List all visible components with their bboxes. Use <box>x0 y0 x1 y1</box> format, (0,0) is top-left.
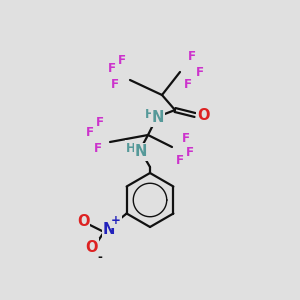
Text: N: N <box>152 110 164 125</box>
Text: +: + <box>111 214 121 226</box>
Text: H: H <box>145 107 155 121</box>
Text: F: F <box>86 125 94 139</box>
Text: F: F <box>118 53 126 67</box>
Text: O: O <box>77 214 89 229</box>
Text: F: F <box>186 146 194 158</box>
Text: H: H <box>126 142 136 154</box>
Text: -: - <box>98 250 102 263</box>
Text: F: F <box>184 79 192 92</box>
Text: F: F <box>196 65 204 79</box>
Text: N: N <box>135 145 147 160</box>
Text: F: F <box>188 50 196 64</box>
Text: F: F <box>108 61 116 74</box>
Text: N: N <box>103 221 115 236</box>
Text: O: O <box>86 239 98 254</box>
Text: F: F <box>111 79 119 92</box>
Text: F: F <box>182 131 190 145</box>
Text: F: F <box>176 154 184 166</box>
Text: O: O <box>197 107 209 122</box>
Text: F: F <box>94 142 102 154</box>
Text: F: F <box>96 116 104 128</box>
